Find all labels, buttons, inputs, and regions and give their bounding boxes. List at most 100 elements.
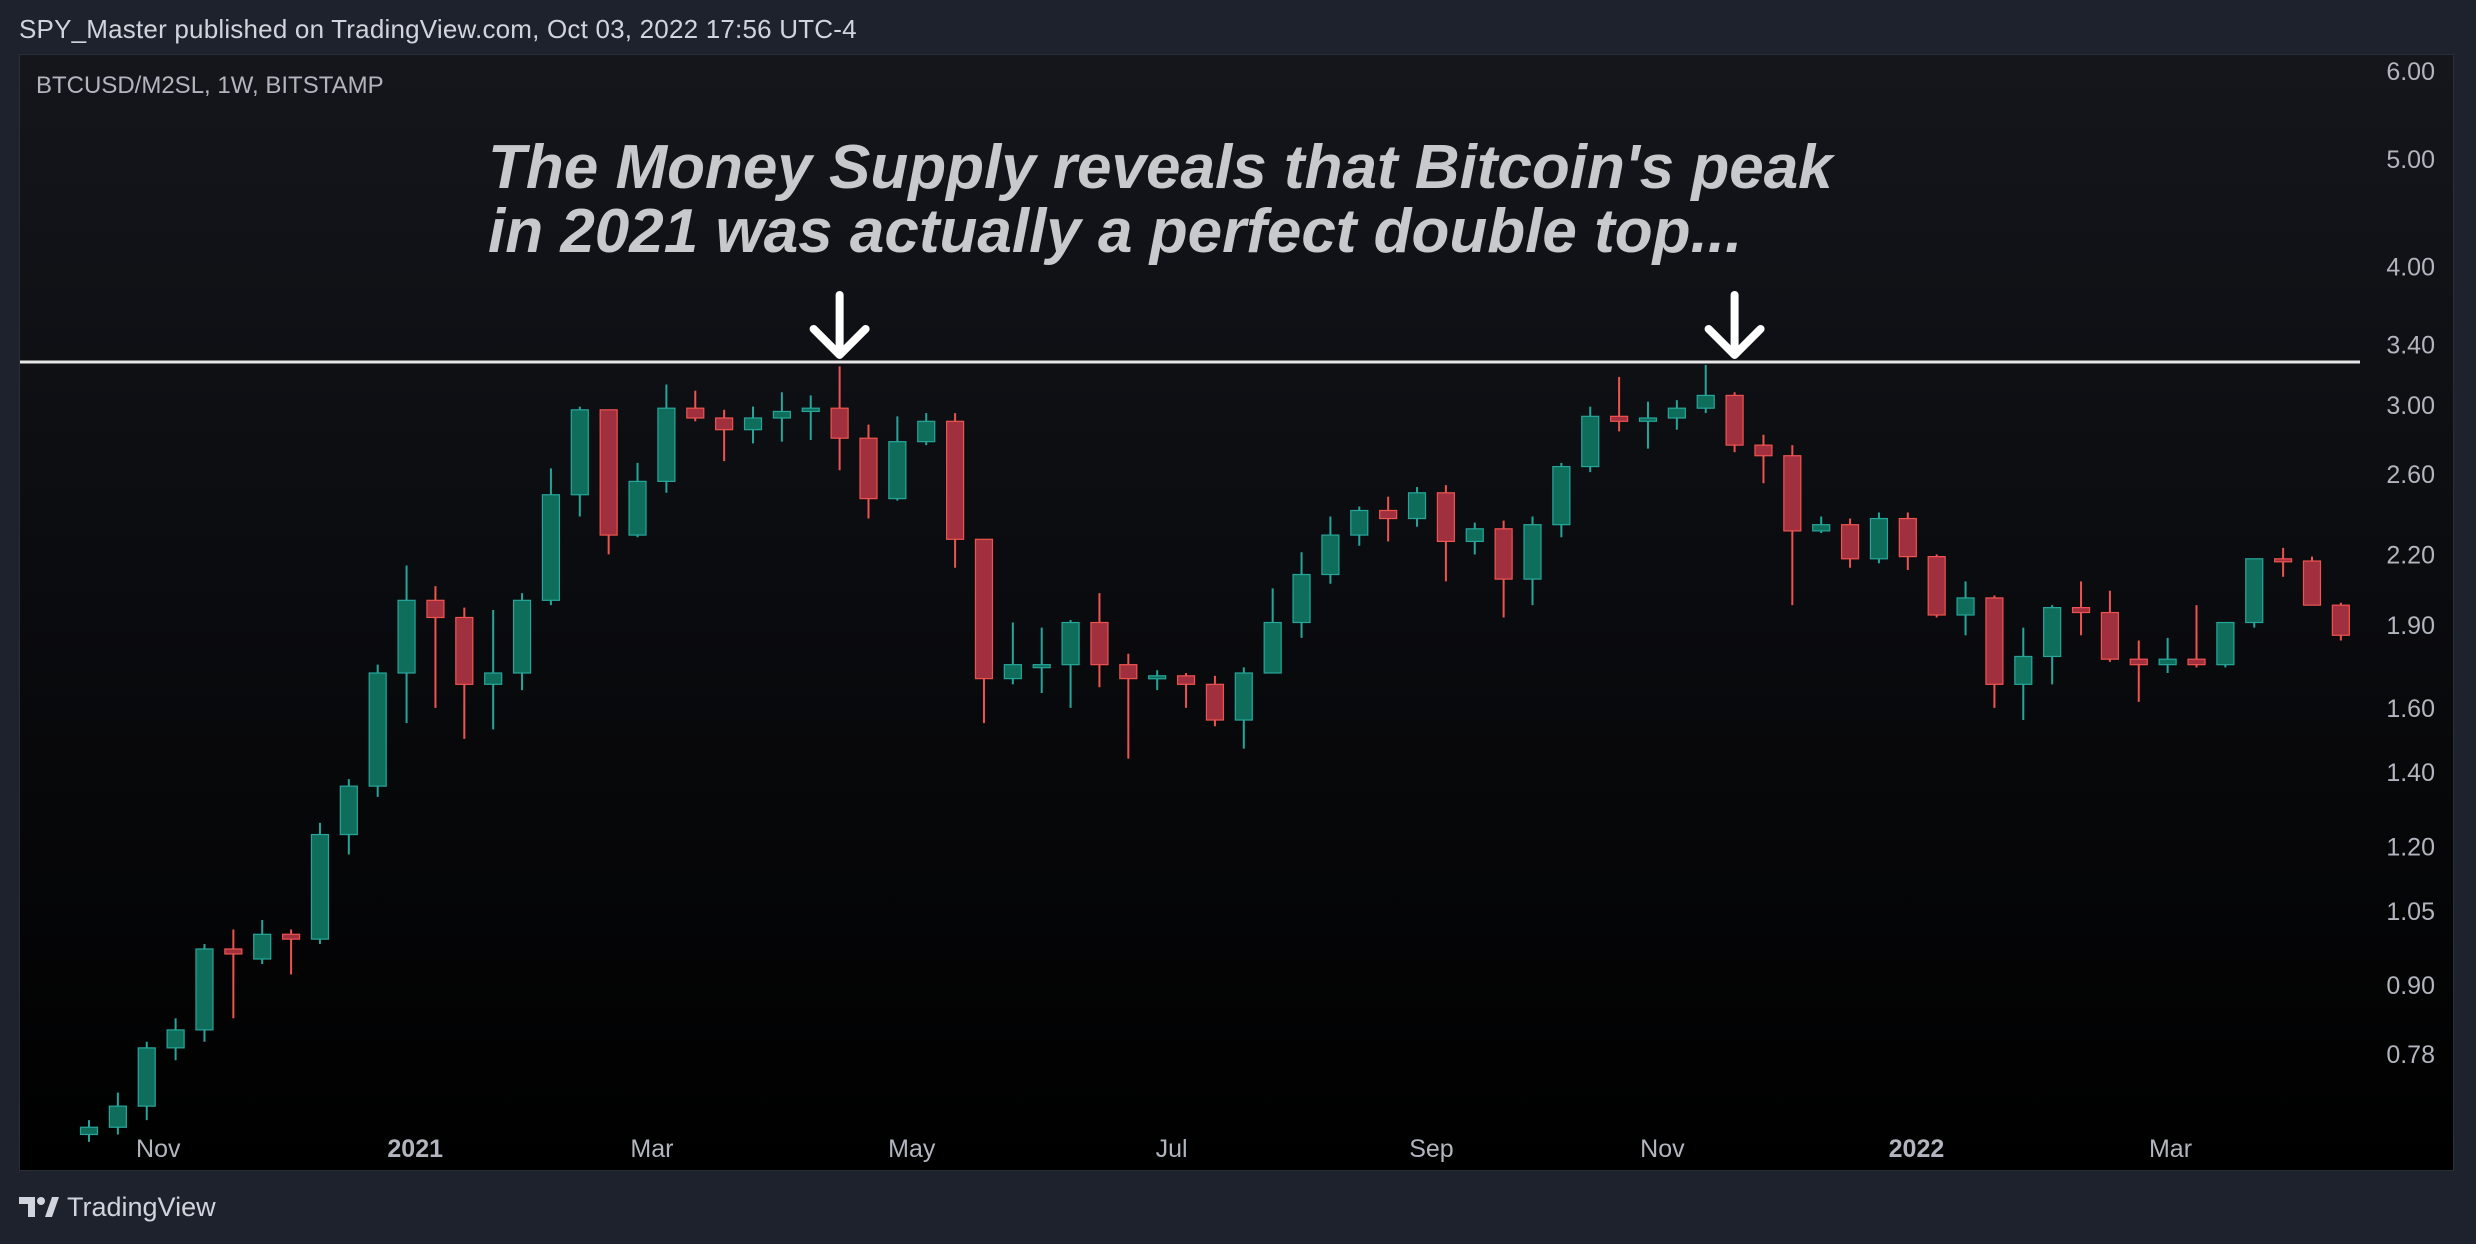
candle-down [2100,590,2119,662]
candle-down [1840,518,1860,568]
candle-body [2014,655,2033,685]
candle-up [657,384,676,493]
chart-pane[interactable]: The Money Supply reveals that Bitcoin's … [19,54,2454,1171]
candle-body [310,833,330,940]
annotation-line-2: in 2021 was actually a perfect double to… [488,197,1742,266]
candle-down [1610,376,1629,432]
candle-down [2274,547,2293,577]
candle-body [426,599,445,619]
candle-body [137,1047,156,1107]
candle-down [599,409,618,555]
time-tick-label: 2022 [1889,1135,1945,1163]
candles-layer [79,364,2350,1142]
candle-up [1812,516,1831,533]
candle-down [1119,653,1138,759]
candle-down [2331,602,2350,641]
candle-body [1061,621,1080,666]
candle-up [2158,637,2177,673]
candle-up [1350,506,1369,546]
arrows-layer [809,290,1765,359]
candle-down [1205,675,1225,727]
time-axis[interactable]: Nov 2021 Mar May Jul Sep Nov 2022 Mar [136,1135,2192,1163]
candle-body [2129,658,2148,666]
candle-up [2216,621,2235,668]
candle-body [1003,664,1022,680]
candle-body [368,672,387,787]
candle-up [1523,516,1542,606]
candle-up [397,565,416,724]
candle-body [1379,509,1398,520]
candle-up [1263,588,1282,674]
candle-body [1754,444,1773,457]
candle-up [1148,670,1167,691]
candle-body [253,933,272,960]
time-tick-label: Sep [1409,1135,1453,1163]
candle-body [830,407,849,439]
price-tick-label: 1.05 [2386,898,2435,926]
candle-down [686,390,705,422]
candle-body [2158,658,2177,666]
candle-down [1436,485,1455,582]
candle-down [1985,595,2004,708]
price-tick-label: 3.40 [2386,332,2435,360]
candle-down [1379,496,1398,542]
candle-down [715,409,734,462]
candle-body [715,417,734,431]
candle-down [224,929,243,1019]
candle-up [1321,516,1340,584]
candle-up [1869,512,1889,564]
candle-body [945,420,965,540]
candle-body [1350,509,1369,536]
candle-down [2302,556,2322,606]
candle-body [2274,558,2293,563]
candle-up [888,416,907,501]
candle-body [2187,658,2206,666]
tradingview-logo[interactable]: TradingView [19,1190,216,1224]
candle-up [1696,364,1715,414]
candle-down [1494,520,1513,618]
price-tick-label: 1.40 [2386,759,2435,787]
candle-up [772,392,791,442]
candle-body [1927,555,1946,616]
time-tick-label: Nov [136,1135,181,1163]
candle-down [1754,434,1773,484]
candle-body [1119,664,1138,680]
candle-body [1898,517,1917,558]
annotation-line-1: The Money Supply reveals that Bitcoin's … [488,133,1836,202]
candle-body [1581,415,1600,468]
price-tick-label: 6.00 [2386,58,2435,86]
price-tick-label: 2.20 [2386,541,2435,569]
candle-down [281,929,301,975]
candle-up [2043,605,2062,685]
symbol-label: BTCUSD/M2SL, 1W, BITSTAMP [36,72,384,99]
candle-up [339,779,358,855]
candle-body [1465,528,1484,543]
price-tick-label: 0.90 [2386,972,2435,1000]
price-tick-label: 1.60 [2386,695,2435,723]
price-axis[interactable]: 6.00 5.00 4.00 3.40 3.00 2.60 2.20 1.90 1.60 1.40… [2386,58,2435,1069]
candle-body [1725,394,1744,446]
candlestick-chart[interactable]: The Money Supply reveals that Bitcoin's … [20,55,2454,1171]
candle-body [1840,524,1860,560]
candle-up [79,1120,99,1142]
candle-up [368,664,387,797]
candle-body [1783,455,1802,532]
candle-up [2014,627,2033,721]
candle-up [917,413,936,446]
candle-body [974,538,994,680]
candle-body [2245,558,2264,624]
time-tick-label: 2021 [387,1135,443,1163]
candle-body [1407,492,1427,520]
candle-body [888,441,907,500]
candle-body [166,1029,185,1049]
candle-down [859,424,878,519]
candle-up [541,468,561,606]
time-tick-label: Nov [1640,1135,1685,1163]
candle-down [2129,640,2148,702]
candle-up [512,593,532,691]
candle-body [1523,524,1542,580]
tradingview-wordmark: TradingView [67,1191,216,1222]
candle-body [455,616,474,685]
candle-down [2187,605,2206,668]
candle-up [137,1041,156,1121]
